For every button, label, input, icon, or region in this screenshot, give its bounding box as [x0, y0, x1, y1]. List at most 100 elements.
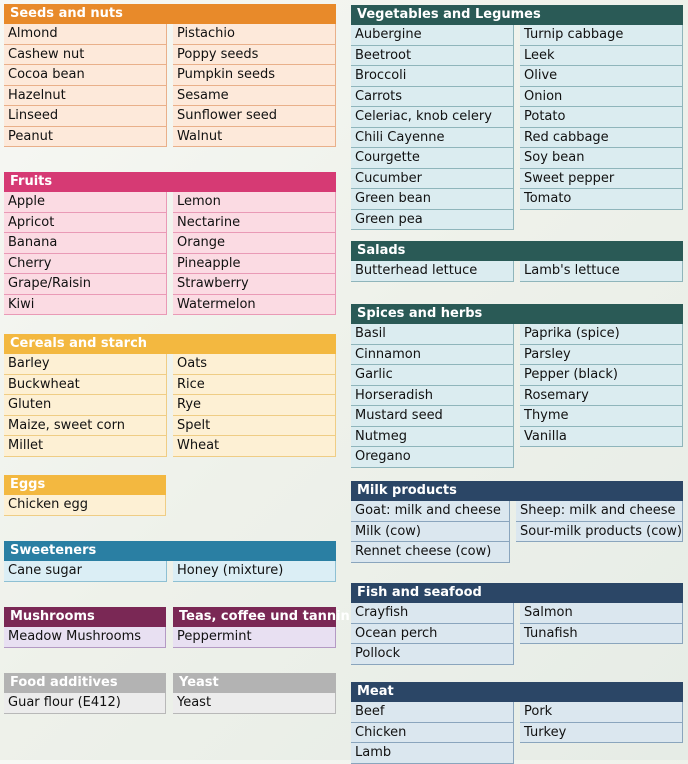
food-item: Oats [173, 354, 336, 375]
item-column: Turnip cabbage Leek Olive Onion Potato Red ca… [520, 25, 683, 230]
food-item: Linseed [4, 106, 167, 127]
category-header: Teas, coffee und tannin [173, 607, 350, 627]
category-header: Vegetables and Legumes [351, 5, 683, 25]
category-salads: Salads Butterhead lettuce Lamb's lettuce [351, 241, 683, 282]
food-item: Thyme [520, 406, 683, 427]
food-item: Cinnamon [351, 344, 514, 365]
food-item: Parsley [520, 344, 683, 365]
food-item: Oregano [351, 447, 514, 468]
food-item: Celeriac, knob celery [351, 107, 514, 128]
food-item: Broccoli [351, 66, 514, 87]
item-column: Peppermint [173, 627, 336, 648]
item-column: Pistachio Poppy seeds Pumpkin seeds Sesame S… [173, 24, 336, 147]
food-item: Cocoa bean [4, 65, 167, 86]
item-column: Almond Cashew nut Cocoa bean Hazelnut Linsee… [4, 24, 167, 147]
food-item: Turnip cabbage [520, 25, 683, 46]
food-item: Pineapple [173, 253, 336, 274]
category-eggs: Eggs Chicken egg [4, 475, 166, 516]
food-item: Courgette [351, 148, 514, 169]
food-item: Buckwheat [4, 374, 167, 395]
food-item: Ocean perch [351, 623, 514, 644]
food-item: Nectarine [173, 212, 336, 233]
category-spices-and-herbs: Spices and herbs Basil Cinnamon Garlic Horse… [351, 304, 683, 468]
food-item: Peanut [4, 126, 167, 147]
food-item: Kiwi [4, 294, 167, 315]
food-item: Spelt [173, 415, 336, 436]
food-item: Rennet cheese (cow) [351, 542, 511, 563]
category-header: Spices and herbs [351, 304, 683, 324]
food-item: Honey (mixture) [173, 561, 336, 582]
food-item: Orange [173, 233, 336, 254]
food-item: Onion [520, 86, 683, 107]
item-column: Barley Buckwheat Gluten Maize, sweet corn Mi… [4, 354, 167, 457]
category-sweeteners: Sweeteners Cane sugar Honey (mixture) [4, 541, 336, 582]
food-item: Sweet pepper [520, 168, 683, 189]
food-item: Pollock [351, 644, 514, 665]
item-column: Goat: milk and cheese Milk (cow) Rennet ch… [351, 501, 511, 563]
category-mushrooms: Mushrooms Meadow Mushrooms [4, 607, 166, 648]
food-item: Pork [520, 702, 683, 723]
food-item: Apple [4, 192, 167, 213]
food-item: Vanilla [520, 426, 683, 447]
food-item: Goat: milk and cheese [351, 501, 511, 522]
food-item: Walnut [173, 126, 336, 147]
food-item: Gluten [4, 395, 167, 416]
item-column: Basil Cinnamon Garlic Horseradish Mustard se… [351, 324, 514, 468]
food-item: Turkey [520, 722, 683, 743]
food-item: Pistachio [173, 24, 336, 45]
food-item: Chicken egg [4, 495, 166, 516]
food-item: Hazelnut [4, 85, 167, 106]
food-item: Lamb [351, 743, 514, 764]
food-item: Chicken [351, 722, 514, 743]
category-yeast: Yeast Yeast [173, 673, 336, 714]
category-header: Meat [351, 682, 683, 702]
food-item: Olive [520, 66, 683, 87]
food-item: Apricot [4, 212, 167, 233]
food-item: Tunafish [520, 623, 683, 644]
item-column: Oats Rice Rye Spelt Wheat [173, 354, 336, 457]
category-header: Seeds and nuts [4, 4, 336, 24]
food-item: Green bean [351, 189, 514, 210]
food-item: Butterhead lettuce [351, 261, 514, 282]
food-item: Leek [520, 45, 683, 66]
item-column: Aubergine Beetroot Broccoli Carrots Celeriac… [351, 25, 514, 230]
food-item: Crayfish [351, 603, 514, 624]
category-cereals-and-starch: Cereals and starch Barley Buckwheat Gluten M… [4, 334, 336, 457]
category-header: Sweeteners [4, 541, 336, 561]
food-item: Basil [351, 324, 514, 345]
food-item: Sesame [173, 85, 336, 106]
food-item: Salmon [520, 603, 683, 624]
food-item: Tomato [520, 189, 683, 210]
food-item: Banana [4, 233, 167, 254]
food-item: Millet [4, 436, 167, 457]
category-header: Fruits [4, 172, 336, 192]
category-header: Salads [351, 241, 683, 261]
food-item: Pepper (black) [520, 365, 683, 386]
item-column: Honey (mixture) [173, 561, 336, 582]
item-column: Lemon Nectarine Orange Pineapple Strawberry W… [173, 192, 336, 315]
category-header: Yeast [173, 673, 336, 693]
food-item: Wheat [173, 436, 336, 457]
food-item: Almond [4, 24, 167, 45]
food-item: Sunflower seed [173, 106, 336, 127]
category-vegetables-and-legumes: Vegetables and Legumes Aubergine Beetroot B… [351, 5, 683, 230]
food-item: Carrots [351, 86, 514, 107]
food-item: Horseradish [351, 385, 514, 406]
food-item: Rye [173, 395, 336, 416]
category-header: Food additives [4, 673, 166, 693]
food-item: Peppermint [173, 627, 336, 648]
category-header: Fish and seafood [351, 583, 683, 603]
item-column: Butterhead lettuce [351, 261, 514, 282]
food-item: Lamb's lettuce [520, 261, 683, 282]
category-teas-coffee-und-tannin: Teas, coffee und tannin Peppermint [173, 607, 350, 648]
food-item: Barley [4, 354, 167, 375]
category-header: Eggs [4, 475, 166, 495]
food-item: Guar flour (E412) [4, 693, 166, 714]
food-item: Strawberry [173, 274, 336, 295]
category-seeds-and-nuts: Seeds and nuts Almond Cashew nut Cocoa bean… [4, 4, 336, 147]
food-item: Beef [351, 702, 514, 723]
item-column: Yeast [173, 693, 336, 714]
food-item: Sheep: milk and cheese [516, 501, 683, 522]
food-item: Lemon [173, 192, 336, 213]
food-item: Meadow Mushrooms [4, 627, 166, 648]
